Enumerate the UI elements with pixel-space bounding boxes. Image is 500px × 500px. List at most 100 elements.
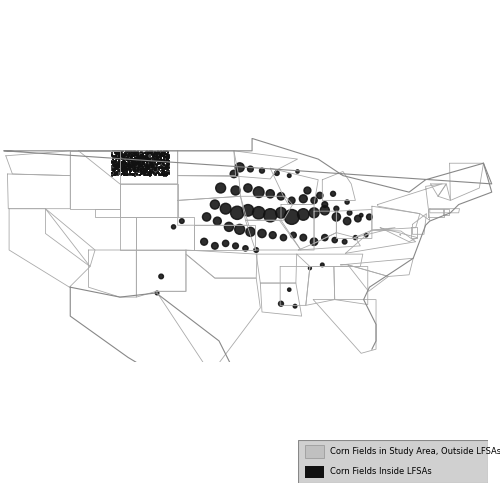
Point: [240, 232, 248, 239]
Point: [308, 192, 316, 200]
Point: [190, 143, 198, 151]
Point: [270, 303, 278, 311]
Point: [236, 238, 244, 246]
Point: [274, 281, 281, 289]
Point: [256, 170, 264, 178]
Point: [124, 165, 132, 173]
Point: [268, 170, 276, 178]
Point: [215, 178, 223, 186]
Point: [232, 251, 240, 259]
Point: [260, 288, 268, 296]
Point: [178, 160, 186, 168]
Point: [276, 182, 284, 190]
Point: [304, 219, 312, 227]
Point: [344, 201, 352, 209]
Point: [274, 228, 282, 235]
Point: [306, 223, 314, 231]
Point: [232, 186, 240, 194]
Point: [408, 162, 416, 170]
Point: [395, 160, 403, 168]
Point: [366, 220, 374, 228]
Point: [330, 185, 338, 193]
Point: [316, 182, 324, 190]
Point: [331, 186, 339, 194]
Point: [308, 211, 316, 219]
Point: [280, 198, 288, 206]
Point: [242, 332, 250, 340]
Point: [308, 178, 316, 186]
Point: [235, 286, 243, 294]
Point: [285, 330, 293, 338]
Point: [236, 210, 244, 218]
Point: [230, 181, 238, 189]
Point: [254, 232, 262, 240]
Point: [302, 333, 310, 341]
Point: [274, 156, 282, 164]
Point: [213, 170, 221, 178]
Point: [332, 238, 340, 246]
Point: [380, 158, 388, 166]
Point: [316, 200, 324, 207]
Point: [244, 216, 252, 224]
Point: [242, 188, 250, 196]
Point: [212, 196, 220, 203]
Point: [170, 184, 178, 192]
Point: [214, 279, 222, 287]
Point: [300, 226, 308, 234]
Point: [324, 150, 332, 158]
Point: [286, 298, 294, 306]
Point: [190, 160, 198, 168]
Point: [349, 236, 357, 244]
Point: [336, 234, 344, 241]
Point: [401, 224, 409, 232]
Point: [288, 158, 296, 166]
Point: [269, 180, 277, 188]
Point: [206, 170, 214, 178]
Point: [178, 216, 186, 224]
Point: [302, 252, 310, 260]
Point: [304, 234, 312, 241]
Point: [288, 188, 296, 196]
Point: [320, 220, 328, 228]
Point: [218, 236, 226, 244]
Point: [300, 300, 308, 308]
Point: [240, 206, 248, 214]
Point: [294, 243, 302, 251]
Point: [292, 212, 300, 220]
Point: [232, 234, 240, 242]
Point: [278, 214, 285, 222]
Point: [262, 160, 270, 168]
Point: [362, 145, 370, 153]
Point: [300, 212, 308, 220]
Point: [326, 226, 334, 234]
Point: [274, 233, 281, 241]
Point: [259, 236, 267, 244]
Point: [264, 219, 272, 227]
Point: [250, 234, 258, 242]
Point: [307, 180, 315, 188]
Point: [184, 250, 192, 258]
Point: [156, 156, 164, 164]
Point: [196, 276, 203, 283]
Point: [317, 223, 325, 231]
Point: [382, 214, 390, 222]
Point: [322, 146, 330, 154]
Point: [279, 246, 287, 254]
Point: [320, 224, 328, 232]
Point: [266, 332, 274, 340]
Point: [211, 176, 219, 184]
Point: [342, 227, 350, 235]
Point: [274, 305, 282, 313]
Point: [312, 186, 320, 194]
Point: [374, 221, 382, 229]
Point: [172, 275, 180, 283]
Point: [192, 277, 200, 285]
Point: [331, 219, 339, 227]
Point: [149, 266, 157, 274]
Point: [308, 244, 316, 252]
Point: [307, 250, 315, 258]
Point: [168, 149, 176, 157]
Point: [279, 221, 287, 229]
Point: [306, 228, 314, 235]
Point: [398, 154, 406, 162]
